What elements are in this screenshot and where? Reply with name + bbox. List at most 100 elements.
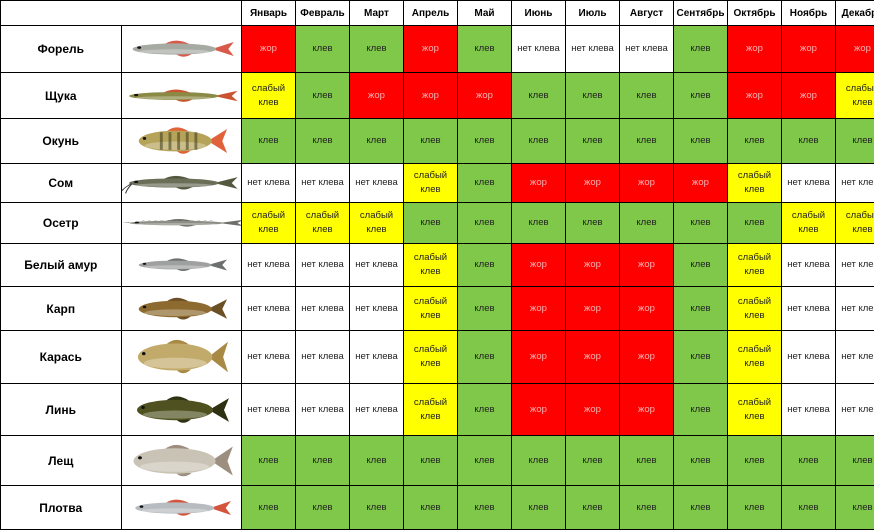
bite-status-cell: нет клева (836, 287, 874, 331)
bite-status-cell: нет клева (242, 244, 296, 287)
bite-status-cell: нет клева (242, 331, 296, 384)
fish-picture (121, 436, 242, 486)
bite-status-cell: клев (566, 436, 620, 486)
bite-status-cell: жор (512, 384, 566, 436)
bite-status-cell: жор (620, 164, 674, 203)
fish-picture (121, 203, 242, 244)
bite-status-cell: нет клева (296, 287, 350, 331)
bite-status-cell: жор (782, 73, 836, 119)
bite-status-cell: клев (350, 436, 404, 486)
bite-status-cell: нет клева (350, 384, 404, 436)
month-header: Апрель (404, 1, 458, 26)
bite-status-cell: нет клева (296, 164, 350, 203)
bite-status-cell: жор (620, 384, 674, 436)
bite-status-cell: нет клева (782, 244, 836, 287)
bite-status-cell: клев (836, 119, 874, 164)
bite-status-cell: жор (350, 73, 404, 119)
bite-status-cell: клев (242, 436, 296, 486)
bite-status-cell: клев (728, 486, 782, 530)
bite-status-cell: клев (296, 73, 350, 119)
bite-status-cell: нет клева (512, 26, 566, 73)
bite-status-cell: слабый клев (350, 203, 404, 244)
bite-status-cell: клев (458, 203, 512, 244)
month-header: Октябрь (728, 1, 782, 26)
bite-status-cell: клев (836, 486, 874, 530)
bite-status-cell: нет клева (350, 244, 404, 287)
fish-picture (121, 164, 242, 203)
bite-status-cell: клев (566, 119, 620, 164)
header-corner (1, 1, 242, 26)
bite-status-cell: нет клева (296, 244, 350, 287)
bite-status-cell: слабый клев (296, 203, 350, 244)
fish-picture (121, 384, 242, 436)
bite-status-cell: клев (296, 26, 350, 73)
bite-status-cell: слабый клев (242, 203, 296, 244)
bite-status-cell: слабый клев (728, 164, 782, 203)
catfish-icon (122, 170, 240, 196)
bite-status-cell: слабый клев (404, 244, 458, 287)
fish-picture (121, 287, 242, 331)
bite-status-cell: нет клева (350, 164, 404, 203)
fish-picture (121, 73, 242, 119)
bite-status-cell: клев (458, 26, 512, 73)
fish-name: Плотва (1, 486, 122, 530)
bite-status-cell: клев (512, 119, 566, 164)
carp-icon (133, 294, 229, 324)
bite-status-cell: клев (512, 436, 566, 486)
fish-name: Белый амур (1, 244, 122, 287)
bite-status-cell: жор (728, 73, 782, 119)
fish-picture (121, 119, 242, 164)
bite-status-cell: клев (404, 203, 458, 244)
bite-status-cell: нет клева (296, 384, 350, 436)
roach-icon (129, 494, 233, 522)
month-header: Сентябрь (674, 1, 728, 26)
bite-status-cell: нет клева (836, 331, 874, 384)
fish-picture (121, 244, 242, 287)
bite-status-cell: жор (512, 331, 566, 384)
bite-status-cell: клев (620, 73, 674, 119)
month-header: Ноябрь (782, 1, 836, 26)
bite-status-cell: клев (242, 119, 296, 164)
bite-status-cell: слабый клев (728, 244, 782, 287)
bite-status-cell: жор (620, 244, 674, 287)
bite-status-cell: клев (674, 26, 728, 73)
bite-status-cell: клев (458, 164, 512, 203)
fish-name: Осетр (1, 203, 122, 244)
bite-status-cell: клев (242, 486, 296, 530)
bite-status-cell: клев (350, 486, 404, 530)
bite-status-cell: клев (674, 287, 728, 331)
bite-status-cell: нет клева (620, 26, 674, 73)
bite-status-cell: жор (566, 287, 620, 331)
crucian-icon (132, 339, 230, 375)
trout-icon (126, 35, 236, 63)
bite-status-cell: нет клева (350, 331, 404, 384)
fish-name: Линь (1, 384, 122, 436)
bite-status-cell: слабый клев (404, 164, 458, 203)
bite-status-cell: клев (620, 203, 674, 244)
pike-icon (122, 83, 240, 109)
bite-status-cell: клев (674, 331, 728, 384)
tench-icon (131, 393, 231, 427)
bite-status-cell: жор (674, 164, 728, 203)
bite-status-cell: клев (512, 486, 566, 530)
bite-status-cell: клев (620, 436, 674, 486)
fish-name: Форель (1, 26, 122, 73)
bite-status-cell: клев (674, 486, 728, 530)
bite-status-cell: клев (674, 384, 728, 436)
bite-status-cell: клев (566, 486, 620, 530)
bite-status-cell: клев (674, 119, 728, 164)
bite-status-cell: клев (836, 436, 874, 486)
bite-status-cell: клев (674, 436, 728, 486)
bite-status-cell: слабый клев (404, 287, 458, 331)
bite-status-cell: клев (350, 26, 404, 73)
bite-status-cell: жор (242, 26, 296, 73)
bite-status-cell: клев (674, 203, 728, 244)
perch-icon (133, 125, 229, 157)
bite-status-cell: жор (566, 331, 620, 384)
